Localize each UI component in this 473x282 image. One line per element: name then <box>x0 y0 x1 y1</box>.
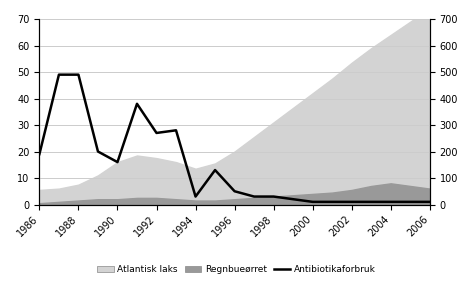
Legend: Atlantisk laks, Regnbueørret, Antibiotikaforbruk: Atlantisk laks, Regnbueørret, Antibiotik… <box>94 261 379 277</box>
